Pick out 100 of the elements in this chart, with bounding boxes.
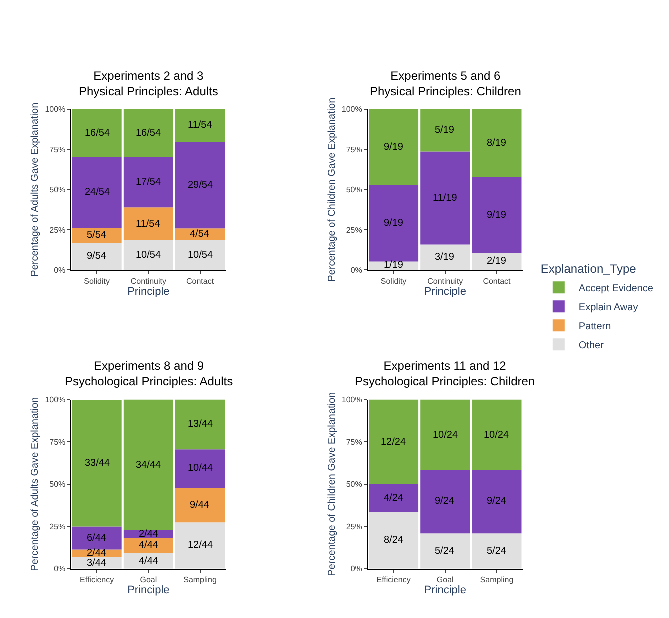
x-tick-label: Contact [186,276,215,286]
x-tick-label: Solidity [380,276,407,286]
data-label: 10/54 [136,250,162,261]
data-label: 4/54 [190,229,210,240]
data-label: 2/44 [87,548,107,559]
data-label: 11/54 [136,219,161,230]
y-tick-label: 75% [50,438,66,447]
x-tick-label: Sampling [480,575,514,584]
y-tick-label: 75% [50,145,66,154]
x-tick-label: Continuity [130,276,166,286]
data-label: 4/44 [139,556,159,567]
data-label: 12/24 [381,437,406,448]
x-axis-title: Principle [128,286,170,298]
y-tick-label: 50% [50,186,66,195]
bar [72,526,122,550]
x-tick-label: Efficiency [376,575,411,584]
bar [369,484,419,513]
bar [124,538,174,554]
data-label: 12/44 [188,540,214,551]
bar [420,109,470,152]
bar [420,244,470,270]
x-axis-title: Principle [424,584,466,597]
data-label: 9/19 [384,142,404,153]
data-label: 1/19 [384,260,404,271]
y-tick-label: 25% [50,226,66,235]
data-label: 5/54 [87,230,107,241]
data-label: 33/44 [85,458,110,469]
bar [176,142,226,229]
y-tick-label: 50% [50,480,66,490]
data-label: 11/54 [188,120,213,131]
data-label: 17/54 [136,177,162,188]
bar [72,228,122,244]
y-axis-title: Percentage of Adults Gave Explanation [30,102,42,277]
data-label: 9/24 [435,496,455,507]
y-tick-label: 0% [350,266,362,276]
data-label: 29/54 [188,180,214,191]
data-label: 4/44 [139,540,159,551]
bar [176,400,226,450]
x-tick-label: Efficiency [80,575,114,584]
data-label: 13/44 [188,419,214,430]
bar [420,470,470,534]
x-tick-label: Continuity [428,276,464,286]
data-label: 34/44 [136,460,162,471]
x-tick-label: Goal [436,575,454,584]
chart-subtitle: Physical Principles: Children [370,84,522,99]
bar [124,157,174,208]
y-axis-title: Percentage of Adults Gave Explanation [30,397,42,572]
x-axis-title: Principle [128,584,170,597]
y-tick-label: 75% [346,438,362,447]
data-label: 9/54 [87,251,107,262]
bar [472,400,522,470]
data-label: 10/24 [433,430,458,441]
y-tick-label: 100% [45,396,66,405]
bar [124,400,174,530]
y-tick-label: 50% [346,186,362,195]
data-label: 24/54 [85,187,110,198]
x-axis-title: Principle [424,286,466,298]
bar [72,243,122,270]
y-axis-title: Percentage of Children Gave Explanation [326,392,338,576]
bar [176,240,226,270]
data-label: 9/19 [487,210,507,221]
x-tick-label: Contact [483,276,512,286]
chart-title: Experiments 11 and 12 [384,359,507,373]
y-tick-label: 25% [50,522,66,532]
y-axis-title: Percentage of Children Gave Explanation [326,98,338,282]
data-label: 3/19 [435,252,455,263]
bar [72,109,122,158]
bar [472,109,522,178]
data-label: 4/24 [384,493,404,504]
legend-label: Accept Evidence [578,284,654,294]
y-tick-label: 100% [45,105,66,114]
x-tick-label: Sampling [184,575,217,584]
data-label: 5/19 [435,125,455,136]
data-label: 8/24 [384,535,404,546]
bar [72,157,122,228]
y-tick-label: 25% [346,226,362,235]
data-label: 10/24 [484,430,510,441]
bar [176,450,226,488]
bar [472,177,522,254]
bar [472,470,522,534]
data-label: 10/44 [188,463,214,474]
legend-label: Explain Away [578,302,638,314]
bar [124,109,174,158]
data-label: 9/24 [487,496,507,507]
bar [124,240,174,270]
data-label: 2/44 [139,529,159,540]
bar [420,400,470,470]
bar [369,400,419,484]
chart-subtitle: Psychological Principles: Children [355,374,536,389]
y-tick-label: 0% [350,564,362,574]
chart-title: Experiments 5 and 6 [390,69,502,83]
data-label: 16/54 [136,128,162,139]
y-tick-label: 100% [342,105,362,114]
data-label: 8/19 [487,138,507,149]
legend-label: Pattern [578,322,612,332]
bar [176,109,226,142]
bar [369,185,419,262]
x-tick-label: Solidity [84,276,110,286]
legend-title: Explanation_Type [540,262,637,276]
bar [420,534,470,569]
